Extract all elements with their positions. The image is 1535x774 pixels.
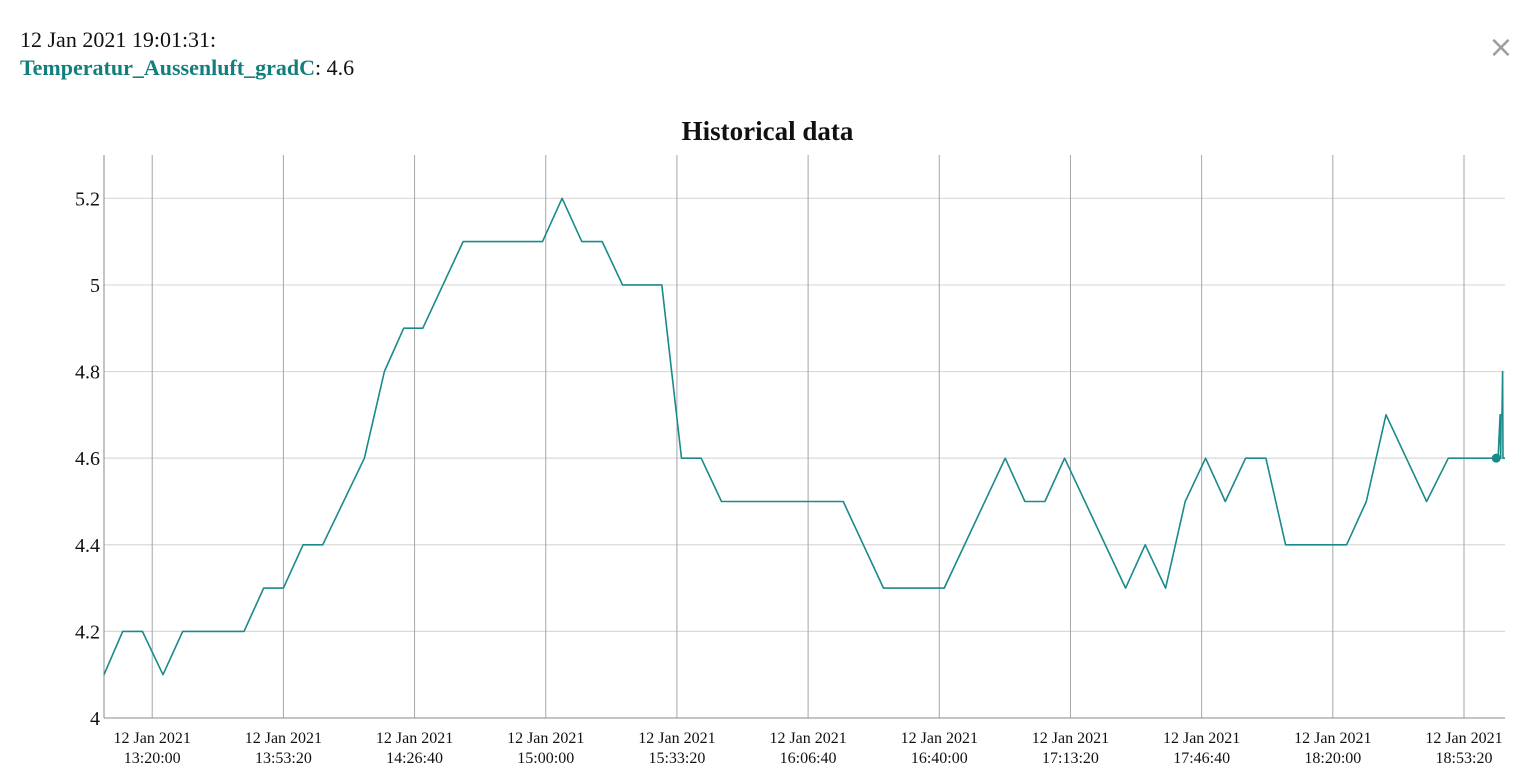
y-tick-label: 5.2 [75,188,100,210]
x-tick-label-date: 12 Jan 2021 [114,730,191,747]
x-tick-label-date: 12 Jan 2021 [1294,730,1371,747]
x-tick-label-date: 12 Jan 2021 [1163,730,1240,747]
x-tick-label-time: 17:13:20 [1042,750,1099,767]
x-tick-label-date: 12 Jan 2021 [1032,730,1109,747]
tooltip-separator: : [314,55,322,80]
x-tick-label-date: 12 Jan 2021 [769,730,846,747]
x-tick-label-date: 12 Jan 2021 [245,730,322,747]
chart-tick-labels: 4 4.2 4.4 4.6 4.8 5 5.2 12 Jan 2021 13:20:00 12 J… [75,188,1503,767]
x-tick-label-date: 12 Jan 2021 [638,730,715,747]
close-button[interactable]: × [1486,30,1516,66]
chart-grid [104,155,1505,718]
y-tick-label: 5 [90,275,100,297]
x-tick-label-date: 12 Jan 2021 [901,730,978,747]
y-tick-label: 4 [90,708,100,730]
chart-title: Historical data [681,116,854,146]
close-icon: × [1488,30,1514,65]
x-tick-label-date: 12 Jan 2021 [1425,730,1502,747]
x-tick-label-date: 12 Jan 2021 [507,730,584,747]
x-tick-label-time: 15:33:20 [648,750,705,767]
tooltip-series-row: Temperatur_Aussenluft_gradC: 4.6 [20,54,354,82]
tooltip-value: 4.6 [326,55,355,80]
tooltip-series-name: Temperatur_Aussenluft_gradC [20,55,315,80]
x-tick-label-time: 13:20:00 [124,750,181,767]
x-tick-label-time: 17:46:40 [1173,750,1230,767]
chart-series [103,197,1505,676]
x-tick-label-time: 16:40:00 [911,750,968,767]
x-tick-label-time: 18:20:00 [1304,750,1361,767]
tooltip-header: 12 Jan 2021 19:01:31: Temperatur_Aussenl… [20,26,354,82]
x-tick-label-time: 16:06:40 [780,750,837,767]
x-tick-label-time: 18:53:20 [1436,750,1493,767]
highlight-point [1491,453,1501,463]
x-tick-label-time: 14:26:40 [386,750,443,767]
y-tick-label: 4.4 [75,535,100,557]
tooltip-timestamp: 12 Jan 2021 19:01:31: [20,27,217,52]
x-tick-label-time: 15:00:00 [517,750,574,767]
x-tick-label-time: 13:53:20 [255,750,312,767]
series-line [103,197,1505,676]
y-tick-label: 4.8 [75,362,100,384]
x-tick-label-date: 12 Jan 2021 [376,730,453,747]
y-tick-label: 4.6 [75,448,100,470]
chart-axes [103,155,1505,719]
y-tick-label: 4.2 [75,621,100,643]
